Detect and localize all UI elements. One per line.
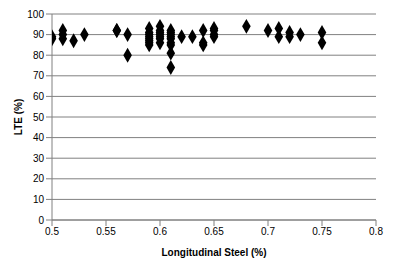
svg-text:50: 50 <box>33 112 45 123</box>
svg-text:20: 20 <box>33 173 45 184</box>
svg-text:0.8: 0.8 <box>369 226 383 237</box>
svg-text:0.75: 0.75 <box>312 226 332 237</box>
svg-text:Longitudinal Steel (%): Longitudinal Steel (%) <box>162 247 267 258</box>
svg-text:90: 90 <box>33 29 45 40</box>
svg-text:10: 10 <box>33 194 45 205</box>
svg-text:60: 60 <box>33 91 45 102</box>
svg-text:40: 40 <box>33 132 45 143</box>
svg-text:0.6: 0.6 <box>153 226 167 237</box>
svg-text:0.55: 0.55 <box>96 226 116 237</box>
svg-text:LTE (%): LTE (%) <box>13 99 24 135</box>
svg-text:80: 80 <box>33 50 45 61</box>
svg-text:70: 70 <box>33 70 45 81</box>
svg-text:30: 30 <box>33 153 45 164</box>
svg-text:0.7: 0.7 <box>261 226 275 237</box>
svg-text:0.65: 0.65 <box>204 226 224 237</box>
svg-text:0: 0 <box>38 215 44 226</box>
svg-text:100: 100 <box>27 9 44 20</box>
svg-text:0.5: 0.5 <box>45 226 59 237</box>
